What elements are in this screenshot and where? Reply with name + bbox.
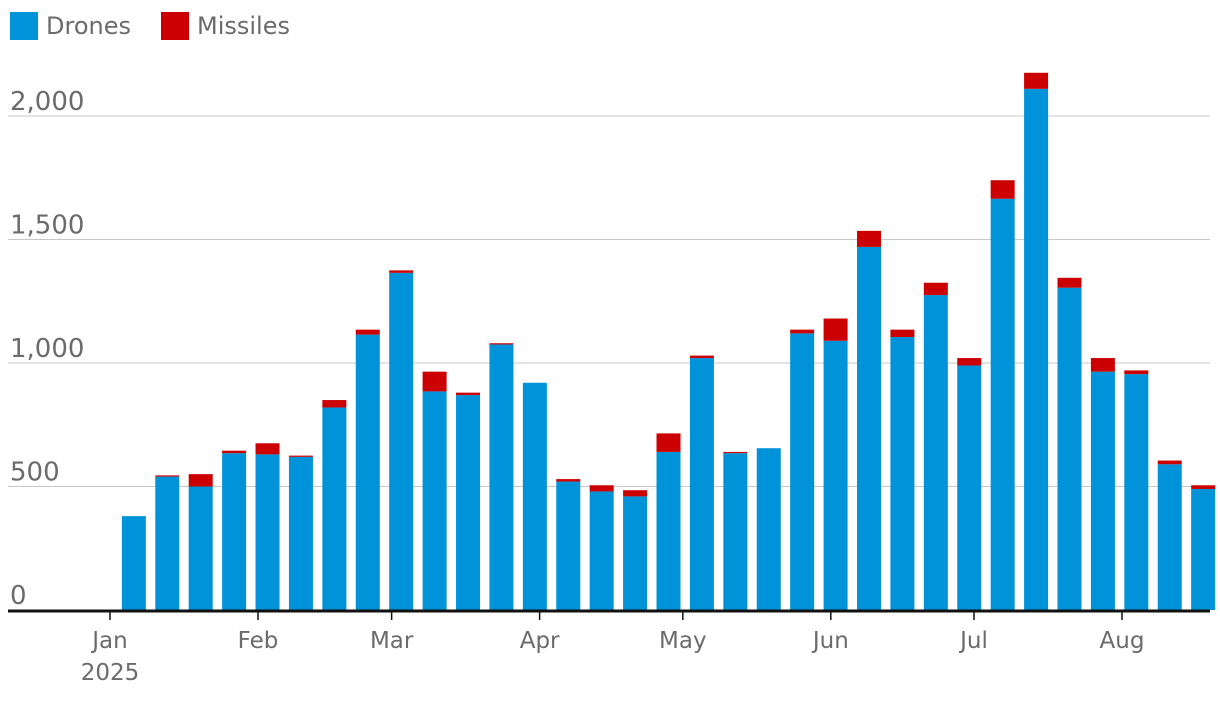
legend: Drones Missiles (10, 12, 320, 40)
y-tick-label-500: 500 (10, 458, 60, 488)
bar-missiles-2025-08-04 (1124, 370, 1149, 375)
bar-drones-2025-06-16 (890, 337, 915, 610)
y-tick-label-1000: 1,000 (10, 334, 84, 364)
bar-drones-2025-07-28 (1090, 371, 1115, 610)
x-tick-label-jul: Jul (958, 628, 988, 654)
bar-missiles-2025-08-18 (1191, 485, 1216, 489)
bar-drones-2025-06-23 (923, 295, 948, 610)
bar-drones-2025-08-18 (1191, 488, 1216, 610)
bar-missiles-2025-06-16 (890, 329, 915, 338)
x-tick-label-mar: Mar (370, 628, 414, 654)
legend-label-drones: Drones (46, 12, 131, 40)
legend-swatch-missiles (160, 12, 189, 40)
bar-missiles-2025-04-21 (623, 490, 648, 497)
bar-drones-2025-07-14 (1024, 88, 1049, 610)
bar-missiles-2025-06-09 (857, 230, 881, 247)
bar-missiles-2025-01-13 (155, 475, 180, 477)
bar-missiles-2025-01-20 (188, 474, 213, 487)
bar-drones-2025-03-17 (456, 395, 481, 610)
bar-drones-2025-07-21 (1057, 287, 1082, 610)
bar-drones-2025-01-13 (155, 476, 180, 610)
y-tick-label-0: 0 (10, 581, 27, 611)
bar-missiles-2025-04-07 (556, 479, 581, 482)
bar-missiles-2025-02-17 (322, 400, 347, 408)
bar-missiles-2025-07-14 (1024, 72, 1049, 89)
bar-missiles-2025-05-05 (689, 355, 714, 359)
bar-missiles-2025-03-24 (489, 343, 514, 345)
bar-missiles-2025-06-30 (957, 358, 982, 366)
bar-missiles-2025-01-27 (222, 450, 247, 454)
bar-missiles-2025-03-10 (422, 371, 447, 392)
bar-drones-2025-06-09 (857, 246, 881, 610)
bar-drones-2025-02-10 (288, 456, 313, 610)
bar-drones-2025-05-26 (790, 333, 815, 610)
bar-drones-2025-05-05 (689, 358, 714, 610)
bar-missiles-2025-07-28 (1090, 358, 1115, 372)
bar-drones-2025-01-27 (222, 453, 247, 610)
x-tick-label-aug: Aug (1100, 628, 1145, 654)
bar-missiles-2025-02-24 (355, 329, 380, 335)
bar-missiles-2025-04-14 (589, 485, 614, 492)
bar-drones-2025-02-17 (322, 407, 347, 610)
bar-drones-2025-02-24 (355, 334, 380, 610)
y-tick-label-2000: 2,000 (10, 87, 84, 117)
legend-swatch-drones (10, 12, 38, 40)
bar-drones-2025-04-21 (623, 496, 648, 610)
bar-missiles-2025-06-23 (923, 282, 948, 296)
x-tick-label-jan: Jan (90, 628, 127, 654)
bar-drones-2025-01-20 (188, 486, 213, 610)
x-axis: Jan 2025 Feb Mar Apr May Jun Jul Aug (8, 609, 1210, 686)
bar-drones-2025-07-07 (990, 198, 1015, 610)
x-tick-label-feb: Feb (238, 628, 279, 654)
bar-drones-2025-03-24 (489, 344, 514, 610)
bar-missiles-2025-07-21 (1057, 277, 1082, 288)
bar-drones-2025-06-02 (823, 340, 848, 610)
bar-drones-2025-02-03 (255, 454, 280, 610)
bar-drones-2025-04-14 (589, 491, 614, 610)
bar-missiles-2025-05-26 (790, 329, 815, 334)
bar-missiles-2025-03-03 (389, 270, 414, 273)
bar-missiles-2025-08-11 (1157, 460, 1182, 465)
bars (121, 72, 1216, 610)
bar-drones-2025-08-04 (1124, 374, 1149, 610)
bar-drones-2025-05-19 (756, 448, 781, 610)
bar-missiles-2025-03-17 (456, 392, 481, 396)
bar-drones-2025-04-28 (656, 451, 681, 610)
x-tick-label-may: May (659, 628, 707, 654)
legend-item-drones: Drones (10, 12, 131, 40)
y-tick-label-1500: 1,500 (10, 211, 84, 241)
bar-missiles-2025-05-12 (723, 451, 748, 454)
x-tick-label-jun: Jun (811, 628, 849, 654)
bar-drones-2025-03-31 (522, 382, 547, 610)
bar-drones-2025-06-30 (957, 365, 982, 610)
legend-label-missiles: Missiles (196, 12, 290, 40)
y-axis-ticks: 0 500 1,000 1,500 2,000 (10, 87, 84, 611)
x-tick-label-apr: Apr (520, 628, 560, 654)
bar-missiles-2025-06-02 (823, 318, 848, 341)
bar-missiles-2025-04-28 (656, 433, 681, 452)
bar-drones-2025-03-03 (389, 272, 414, 610)
bar-missiles-2025-07-07 (990, 180, 1015, 199)
bar-missiles-2025-02-03 (255, 443, 280, 455)
bar-missiles-2025-02-10 (288, 455, 313, 457)
x-tick-sublabel-year: 2025 (81, 660, 140, 686)
bar-drones-2025-04-07 (556, 481, 581, 610)
bar-drones-2025-03-10 (422, 391, 447, 610)
bar-drones-2025-08-11 (1157, 464, 1182, 610)
legend-item-missiles: Missiles (160, 12, 290, 40)
bar-drones-2025-05-12 (723, 453, 748, 610)
bar-drones-2025-01-06 (121, 516, 146, 610)
